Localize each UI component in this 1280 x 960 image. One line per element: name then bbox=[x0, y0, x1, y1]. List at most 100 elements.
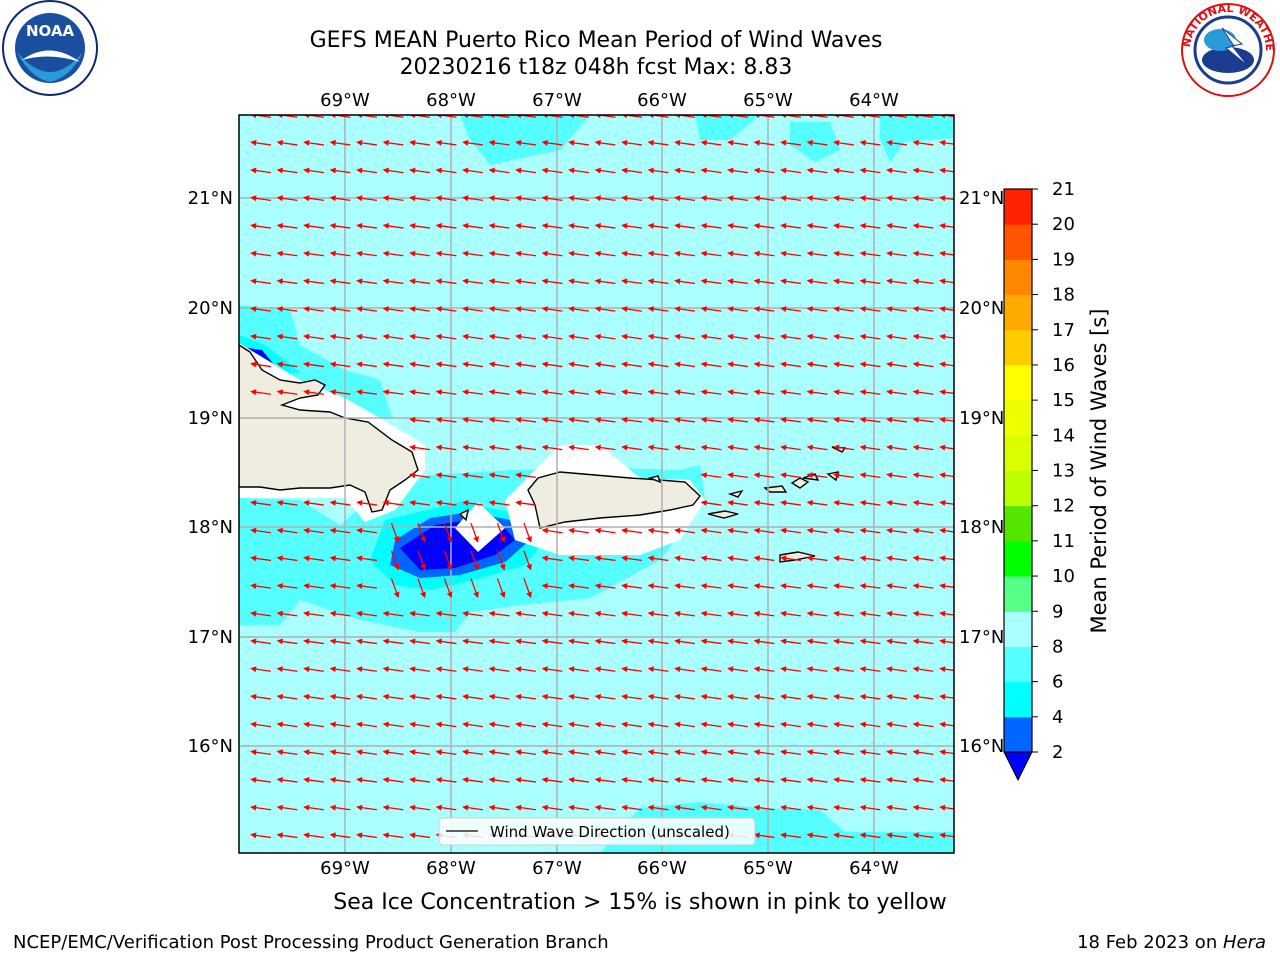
wind-wave-arrow bbox=[621, 333, 643, 340]
wind-wave-arrow bbox=[912, 167, 934, 174]
wind-wave-arrow bbox=[329, 776, 351, 783]
wind-wave-arrow bbox=[496, 578, 506, 599]
wind-wave-arrow bbox=[621, 527, 643, 534]
wind-wave-arrow bbox=[886, 583, 908, 590]
wind-wave-arrow bbox=[806, 416, 828, 423]
wind-wave-arrow bbox=[356, 389, 378, 396]
wind-wave-arrow bbox=[727, 499, 749, 506]
wind-wave-arrow bbox=[382, 139, 404, 146]
wind-wave-arrow bbox=[647, 693, 669, 700]
wind-wave-arrow bbox=[886, 804, 908, 811]
lon-label: 64°W bbox=[849, 858, 899, 879]
colorbar-segment bbox=[1004, 435, 1032, 471]
nws-logo: NATIONAL WEATHER SERVICE bbox=[1176, 0, 1276, 97]
wind-wave-arrow bbox=[382, 832, 404, 839]
map-plot-area bbox=[239, 115, 954, 853]
wind-wave-arrow bbox=[303, 195, 325, 202]
wind-wave-arrow bbox=[753, 527, 775, 534]
wind-wave-arrow bbox=[753, 555, 775, 562]
date-stamp: 18 Feb 2023 on Hera bbox=[1077, 932, 1266, 953]
wind-wave-arrow bbox=[356, 527, 378, 534]
wind-wave-arrow bbox=[939, 139, 954, 146]
wind-wave-arrow bbox=[621, 804, 643, 811]
wind-wave-arrow bbox=[700, 527, 722, 534]
wind-wave-arrow bbox=[409, 638, 431, 645]
wind-wave-arrow bbox=[568, 416, 590, 423]
wind-wave-arrow bbox=[621, 749, 643, 756]
wind-wave-arrow bbox=[541, 749, 563, 756]
wind-wave-arrow bbox=[276, 306, 298, 313]
colorbar-tick-label: 16 bbox=[1052, 355, 1075, 376]
wind-wave-arrow bbox=[780, 583, 802, 590]
wind-wave-arrow bbox=[515, 749, 537, 756]
wind-wave-arrow bbox=[594, 361, 616, 368]
wind-wave-arrow bbox=[859, 333, 881, 340]
wind-wave-arrow bbox=[250, 389, 272, 396]
wind-wave-arrow bbox=[727, 139, 749, 146]
wind-wave-arrow bbox=[833, 389, 855, 396]
wind-wave-arrow bbox=[541, 638, 563, 645]
wind-wave-arrow bbox=[727, 666, 749, 673]
wind-wave-arrow bbox=[727, 749, 749, 756]
colorbar-tick-label: 18 bbox=[1052, 285, 1075, 306]
wind-wave-arrow bbox=[250, 527, 272, 534]
wind-wave-arrow bbox=[276, 583, 298, 590]
wind-wave-arrow bbox=[329, 832, 351, 839]
wind-wave-arrow bbox=[727, 527, 749, 534]
wind-wave-arrow bbox=[250, 776, 272, 783]
wind-wave-arrow bbox=[462, 444, 484, 451]
wind-wave-arrow bbox=[674, 416, 696, 423]
wind-wave-arrow bbox=[594, 167, 616, 174]
wind-wave-arrow bbox=[939, 361, 954, 368]
wind-wave-arrow bbox=[470, 522, 479, 543]
wind-wave-arrow bbox=[409, 139, 431, 146]
wind-wave-arrow bbox=[647, 361, 669, 368]
wind-wave-arrow bbox=[435, 472, 457, 479]
wind-wave-arrow bbox=[515, 333, 537, 340]
wind-wave-arrow bbox=[541, 389, 563, 396]
wind-wave-arrow bbox=[409, 167, 431, 174]
land-masses bbox=[239, 344, 847, 563]
wind-wave-arrow bbox=[488, 444, 510, 451]
wind-wave-arrow bbox=[568, 167, 590, 174]
wind-wave-arrow bbox=[939, 472, 954, 479]
wind-wave-arrow bbox=[806, 472, 828, 479]
wind-wave-arrow bbox=[462, 416, 484, 423]
wind-wave-arrow bbox=[674, 555, 696, 562]
wind-wave-arrow bbox=[435, 195, 457, 202]
lon-label: 65°W bbox=[743, 858, 793, 879]
wind-wave-arrow bbox=[886, 416, 908, 423]
wind-wave-arrow bbox=[700, 278, 722, 285]
wind-wave-arrow bbox=[329, 333, 351, 340]
wind-wave-arrow bbox=[727, 222, 749, 229]
lon-label: 66°W bbox=[637, 858, 687, 879]
wind-wave-arrow bbox=[329, 693, 351, 700]
wind-wave-arrow bbox=[250, 361, 272, 368]
wind-wave-arrow bbox=[859, 195, 881, 202]
wind-wave-arrow bbox=[621, 444, 643, 451]
wind-wave-arrow bbox=[859, 555, 881, 562]
wind-wave-arrow bbox=[329, 721, 351, 728]
lat-label: 21°N bbox=[188, 188, 233, 209]
wind-wave-arrow bbox=[939, 444, 954, 451]
wind-wave-arrow bbox=[462, 333, 484, 340]
wind-wave-arrow bbox=[886, 333, 908, 340]
wind-wave-arrow bbox=[859, 721, 881, 728]
wind-wave-arrow bbox=[329, 195, 351, 202]
wind-wave-arrow bbox=[833, 416, 855, 423]
wind-wave-arrow bbox=[382, 333, 404, 340]
wind-wave-arrow bbox=[356, 139, 378, 146]
wind-wave-arrow bbox=[329, 361, 351, 368]
wind-wave-arrow bbox=[859, 527, 881, 534]
wind-wave-arrow bbox=[859, 832, 881, 839]
wind-wave-arrow bbox=[886, 361, 908, 368]
wind-wave-arrow bbox=[753, 167, 775, 174]
wind-wave-arrow bbox=[780, 638, 802, 645]
wind-wave-arrow bbox=[515, 638, 537, 645]
wind-wave-arrow bbox=[435, 278, 457, 285]
wind-wave-arrow bbox=[780, 527, 802, 534]
wind-wave-arrow bbox=[621, 195, 643, 202]
wind-wave-arrow bbox=[515, 804, 537, 811]
wind-wave-arrow bbox=[886, 444, 908, 451]
wind-wave-arrow bbox=[488, 693, 510, 700]
